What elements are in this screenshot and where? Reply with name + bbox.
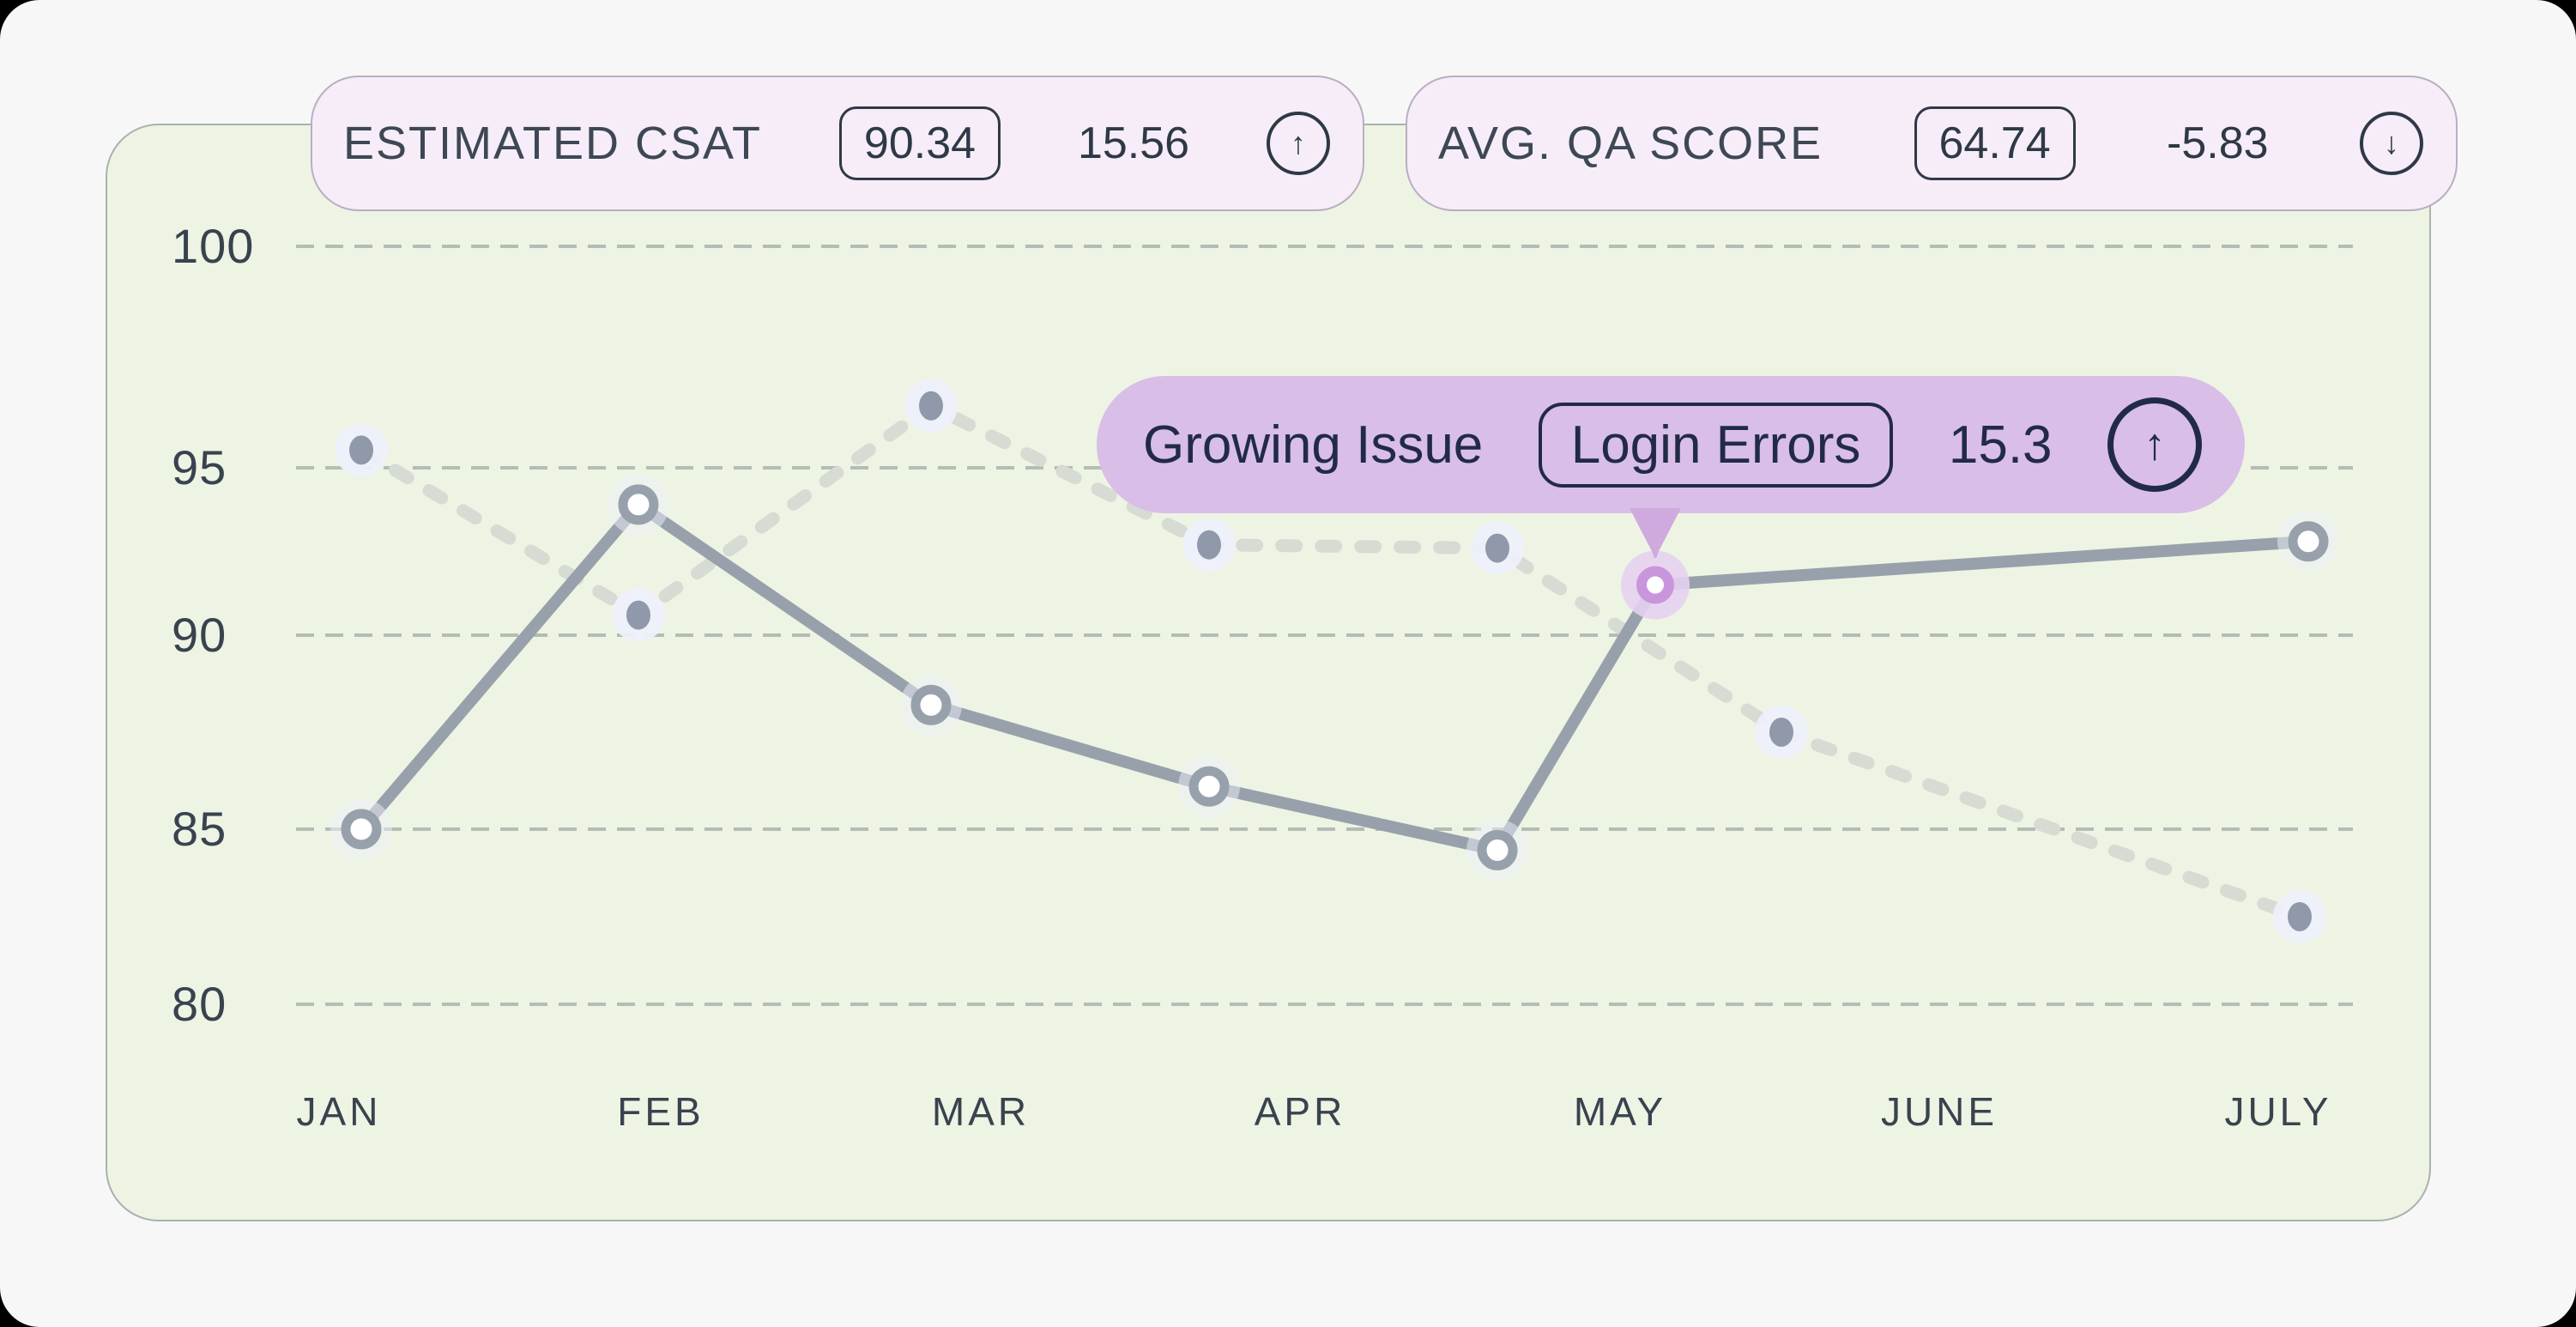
stat-pill-estimated-csat[interactable]: ESTIMATED CSAT 90.34 15.56 ↑	[311, 76, 1364, 211]
growing-issue-tooltip[interactable]: Growing Issue Login Errors 15.3 ↑	[1097, 376, 2245, 558]
qa-score-point-feb[interactable]	[626, 600, 650, 630]
csat-point-may[interactable]	[1477, 829, 1518, 870]
csat-point-feb[interactable]	[618, 484, 659, 525]
qa-score-point-jan[interactable]	[349, 435, 373, 465]
x-label-mar: MAR	[931, 1089, 1031, 1134]
csat-point-highlighted-login-errors[interactable]	[1636, 566, 1674, 604]
arrow-down-circle-icon: ↓	[2359, 112, 2423, 175]
qa-score-point-june[interactable]	[1769, 718, 1793, 747]
x-label-apr: APR	[1254, 1089, 1346, 1134]
y-tick-90: 90	[172, 608, 227, 662]
stat-value-badge: 90.34	[838, 106, 1001, 180]
y-tick-95: 95	[172, 440, 227, 494]
x-label-july: JULY	[2224, 1089, 2332, 1134]
x-label-feb: FEB	[617, 1089, 704, 1134]
y-tick-80: 80	[172, 977, 227, 1031]
stat-delta: 15.56	[1077, 118, 1190, 168]
stat-value-badge: 64.74	[1914, 106, 2076, 180]
arrow-up-circle-icon: ↑	[1266, 112, 1330, 175]
y-tick-100: 100	[172, 219, 255, 273]
x-label-jan: JAN	[296, 1089, 382, 1134]
tooltip-tag-badge: Login Errors	[1538, 402, 1894, 488]
stat-title: ESTIMATED CSAT	[343, 118, 763, 169]
stat-title: AVG. QA SCORE	[1438, 118, 1823, 169]
x-label-may: MAY	[1573, 1089, 1667, 1134]
qa-score-point-apr[interactable]	[1197, 530, 1221, 560]
stat-pill-avg-qa-score[interactable]: AVG. QA SCORE 64.74 -5.83 ↓	[1406, 76, 2458, 211]
qa-score-point-july[interactable]	[2288, 902, 2312, 931]
qa-score-point-mar[interactable]	[919, 391, 943, 421]
arrow-up-circle-icon: ↑	[2107, 397, 2202, 492]
y-tick-85: 85	[172, 802, 227, 856]
x-label-june: JUNE	[1880, 1089, 1999, 1134]
csat-point-apr[interactable]	[1188, 766, 1230, 807]
csat-solid-line	[355, 498, 2314, 857]
tooltip-delta: 15.3	[1948, 415, 2053, 475]
tooltip-label: Growing Issue	[1143, 415, 1484, 475]
qa-score-point-may[interactable]	[1485, 533, 1509, 563]
csat-point-jan[interactable]	[341, 809, 382, 850]
csat-point-july[interactable]	[2288, 521, 2329, 562]
stat-delta: -5.83	[2167, 118, 2269, 168]
csat-point-mar[interactable]	[910, 684, 952, 725]
